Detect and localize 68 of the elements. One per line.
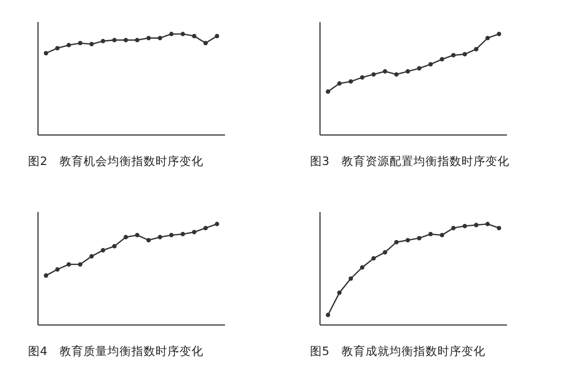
point <box>169 232 174 238</box>
point <box>89 42 94 46</box>
point <box>203 226 208 230</box>
point <box>451 53 456 58</box>
point <box>417 236 422 240</box>
text: 图4 教育质量均衡指数时序变化 <box>28 344 204 358</box>
point <box>428 232 433 236</box>
point <box>394 72 399 77</box>
point <box>462 52 467 56</box>
point <box>474 46 478 52</box>
point <box>180 232 185 236</box>
point <box>214 34 220 38</box>
point <box>326 89 330 94</box>
point <box>100 248 106 252</box>
point <box>394 240 399 244</box>
text: 图2 教育机会均衡指数时序变化 <box>28 154 204 168</box>
point <box>135 38 140 42</box>
point <box>146 238 151 242</box>
point <box>348 79 353 84</box>
point <box>485 36 490 40</box>
point <box>158 234 162 240</box>
point <box>214 222 220 226</box>
point <box>440 57 444 62</box>
point <box>337 290 342 295</box>
point <box>112 38 117 42</box>
point <box>146 36 151 40</box>
text: 图5 教育成就均衡指数时序变化 <box>310 344 486 358</box>
point <box>44 273 48 278</box>
point <box>382 69 388 74</box>
point <box>124 234 128 240</box>
point <box>348 276 353 281</box>
point <box>360 75 364 80</box>
point <box>55 46 60 50</box>
point <box>428 62 433 66</box>
point <box>112 244 117 248</box>
point <box>474 222 478 228</box>
point <box>124 38 128 42</box>
point <box>496 32 502 36</box>
point <box>180 32 185 36</box>
point <box>371 256 376 261</box>
point <box>158 36 162 40</box>
point <box>192 34 196 38</box>
text: 图3 教育资源配置均衡指数时序变化 <box>310 154 510 168</box>
point <box>326 312 330 318</box>
point <box>360 265 364 270</box>
point <box>44 50 48 56</box>
point <box>440 232 444 238</box>
point <box>100 38 106 44</box>
point <box>462 224 467 228</box>
point <box>169 32 174 36</box>
point <box>135 232 140 238</box>
point <box>371 72 376 77</box>
point <box>66 42 71 48</box>
point <box>192 230 196 234</box>
point <box>89 254 94 259</box>
point <box>337 81 342 86</box>
point <box>55 267 60 272</box>
point <box>496 226 502 230</box>
point <box>406 238 410 242</box>
point <box>451 226 456 230</box>
point <box>78 262 82 267</box>
point <box>66 262 71 267</box>
point <box>78 40 82 46</box>
point <box>485 222 490 226</box>
point <box>203 40 208 46</box>
point <box>417 66 422 71</box>
point <box>382 250 388 254</box>
point <box>406 69 410 74</box>
